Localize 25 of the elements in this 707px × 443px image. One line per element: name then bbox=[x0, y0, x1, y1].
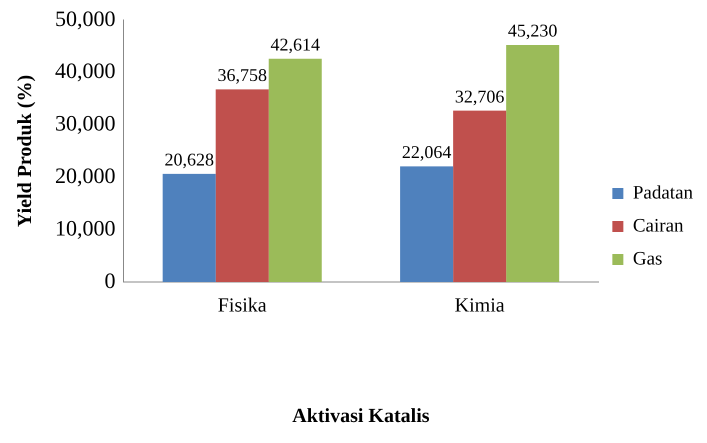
y-tick-label: 50,000 bbox=[55, 6, 116, 31]
y-tick-label: 30,000 bbox=[55, 110, 116, 136]
data-label: 22,064 bbox=[402, 142, 452, 162]
legend-label: Padatan bbox=[632, 182, 694, 204]
legend-label: Gas bbox=[632, 248, 662, 270]
legend-label: Cairan bbox=[632, 215, 684, 236]
y-tick-label: 40,000 bbox=[55, 58, 116, 84]
data-label: 32,706 bbox=[454, 86, 504, 106]
x-axis-title: Aktivasi Katalis bbox=[292, 405, 430, 428]
data-label: 36,758 bbox=[217, 65, 267, 86]
data-label: 42,614 bbox=[270, 34, 320, 54]
y-tick-label: 10,000 bbox=[55, 215, 116, 240]
bar bbox=[506, 44, 560, 282]
bar bbox=[268, 58, 322, 282]
data-label: 20,628 bbox=[164, 150, 214, 170]
bar bbox=[162, 174, 216, 282]
bar bbox=[216, 89, 269, 282]
y-axis-title: Yield Produk (%) bbox=[14, 74, 36, 228]
y-tick-label: 0 bbox=[104, 268, 116, 293]
data-label: 45,230 bbox=[508, 20, 558, 41]
bar bbox=[453, 110, 506, 282]
bar bbox=[400, 166, 454, 282]
y-tick-label: 20,000 bbox=[55, 162, 116, 188]
x-tick-label: Fisika bbox=[218, 294, 267, 316]
x-tick-label: Kimia bbox=[454, 294, 505, 316]
